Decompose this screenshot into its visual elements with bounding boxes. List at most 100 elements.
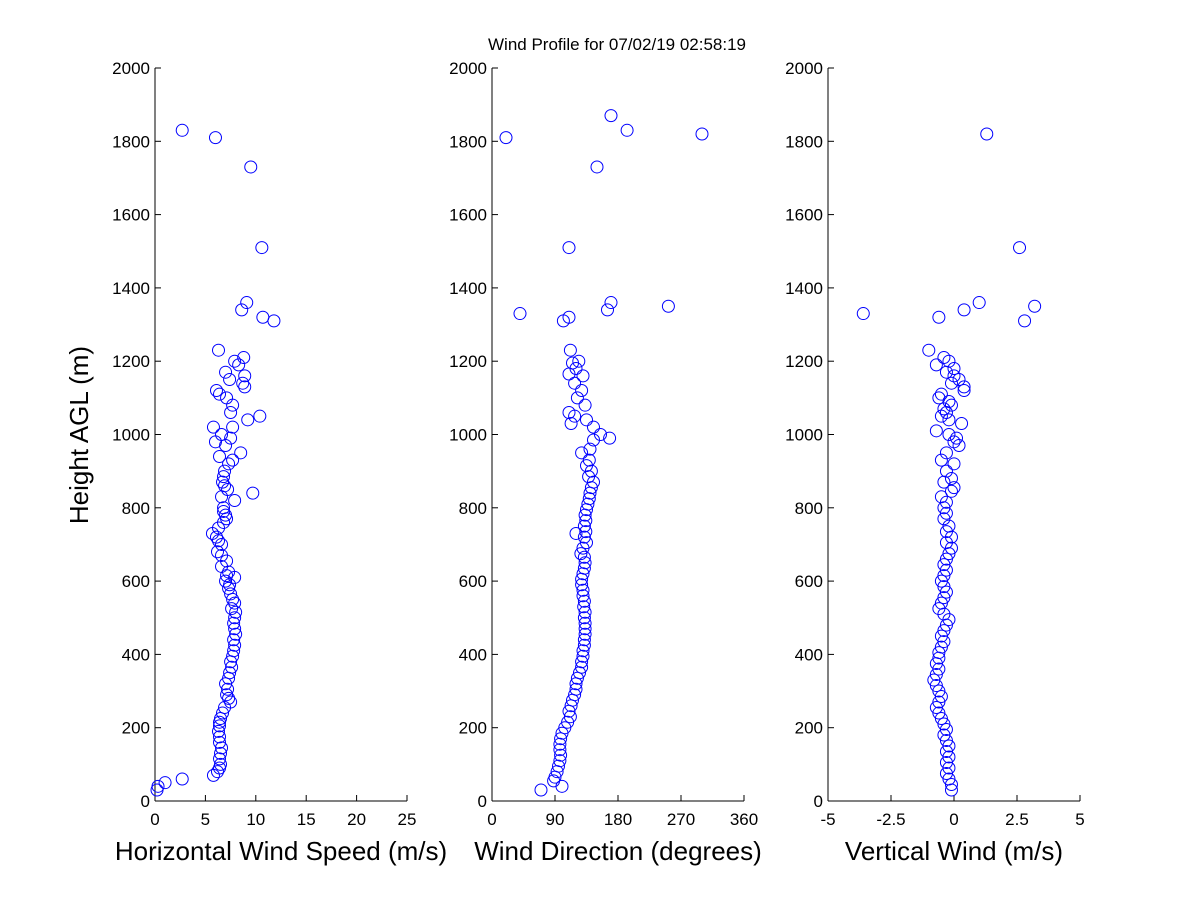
data-point — [577, 611, 591, 625]
data-point — [220, 688, 234, 702]
data-point — [577, 530, 591, 544]
data-point — [226, 453, 240, 467]
data-point — [944, 541, 958, 555]
data-point — [939, 756, 953, 770]
y-tick-label: 1000 — [785, 426, 823, 445]
data-point — [932, 695, 946, 709]
data-point — [856, 307, 870, 321]
data-point — [158, 776, 172, 790]
y-tick-label: 800 — [122, 499, 150, 518]
data-point — [955, 417, 969, 431]
data-point — [929, 668, 943, 682]
data-point — [603, 431, 617, 445]
data-point — [929, 424, 943, 438]
data-point — [228, 493, 242, 507]
data-point — [227, 633, 241, 647]
data-point — [937, 501, 951, 515]
data-point — [604, 109, 618, 123]
data-point — [934, 409, 948, 423]
data-point — [570, 671, 584, 685]
data-point — [578, 556, 592, 570]
y-tick-label: 200 — [122, 719, 150, 738]
y-tick-label: 400 — [795, 645, 823, 664]
y-tick-label: 400 — [459, 645, 487, 664]
direction-panel: Wind Direction (degrees) 0 200 400 600 800 10… — [449, 59, 762, 866]
data-point — [218, 479, 232, 493]
y-tick-label: 1800 — [449, 132, 487, 151]
data-point — [255, 241, 269, 255]
data-point — [564, 417, 578, 431]
data-point — [932, 706, 946, 720]
data-point — [939, 506, 953, 520]
data-point — [575, 384, 589, 398]
data-point — [927, 673, 941, 687]
data-point — [937, 635, 951, 649]
y-tick-label: 1000 — [449, 426, 487, 445]
data-point — [219, 438, 233, 452]
data-point — [225, 602, 239, 616]
data-point — [929, 358, 943, 372]
data-point — [944, 783, 958, 797]
data-point — [210, 545, 224, 559]
speed-panel-xlabel: Horizontal Wind Speed (m/s) — [115, 836, 447, 866]
data-point — [246, 486, 260, 500]
data-point — [932, 662, 946, 676]
data-point — [215, 741, 229, 755]
data-point — [554, 748, 568, 762]
y-tick-label: 1800 — [785, 132, 823, 151]
data-point — [929, 657, 943, 671]
data-point — [952, 438, 966, 452]
data-point — [944, 471, 958, 485]
y-tick-label: 1800 — [112, 132, 150, 151]
data-point — [534, 783, 548, 797]
data-point — [220, 391, 234, 405]
data-point — [572, 354, 586, 368]
data-point — [939, 552, 953, 566]
data-point — [939, 563, 953, 577]
data-point — [579, 514, 593, 528]
data-point — [934, 387, 948, 401]
data-point — [922, 343, 936, 357]
data-point — [267, 314, 281, 328]
x-tick-label: 10 — [246, 810, 265, 829]
y-tick-label: 1200 — [449, 352, 487, 371]
data-point — [937, 591, 951, 605]
data-point — [578, 622, 592, 636]
direction-panel-xlabel: Wind Direction (degrees) — [474, 836, 762, 866]
data-point — [224, 655, 238, 669]
data-point — [575, 578, 589, 592]
data-point — [942, 613, 956, 627]
x-tick-label: 360 — [730, 810, 758, 829]
data-point — [555, 726, 569, 740]
data-point — [553, 737, 567, 751]
data-point — [563, 343, 577, 357]
y-tick-label: 0 — [141, 792, 150, 811]
data-point — [206, 768, 220, 782]
data-point — [570, 391, 584, 405]
data-point — [226, 649, 240, 663]
data-point — [937, 580, 951, 594]
data-point — [576, 589, 590, 603]
data-point — [577, 594, 591, 608]
data-point — [934, 629, 948, 643]
data-point — [574, 547, 588, 561]
data-point — [576, 567, 590, 581]
y-tick-label: 0 — [478, 792, 487, 811]
data-point — [577, 633, 591, 647]
data-point — [237, 351, 251, 365]
data-point — [587, 420, 600, 434]
data-point — [208, 131, 222, 145]
data-point — [950, 431, 964, 445]
y-tick-label: 200 — [459, 719, 487, 738]
y-tick-label: 1600 — [449, 206, 487, 225]
data-point — [932, 391, 946, 405]
data-point — [232, 358, 246, 372]
data-point — [228, 611, 242, 625]
data-point — [929, 701, 943, 715]
data-point — [939, 767, 953, 781]
y-tick-label: 1600 — [785, 206, 823, 225]
data-point — [215, 537, 229, 551]
x-tick-label: 0 — [487, 810, 496, 829]
speed-panel: Horizontal Wind Speed (m/s) Height AGL (… — [64, 59, 447, 866]
data-point — [578, 508, 592, 522]
